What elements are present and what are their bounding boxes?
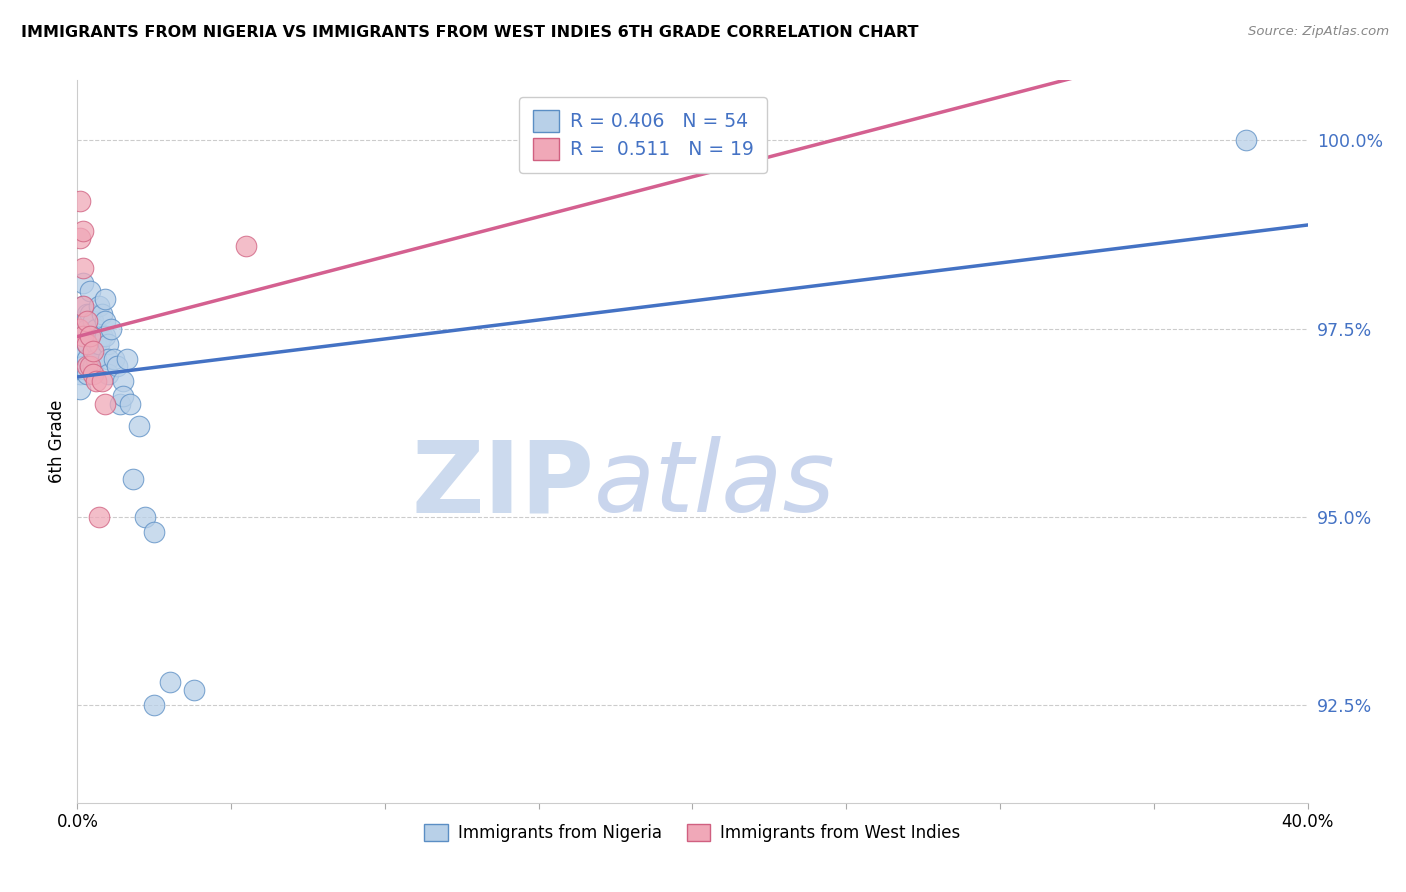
Point [143,524,166,539]
Point [94,329,117,343]
Point [103,351,125,366]
Point [112,389,135,403]
Point [72,299,94,313]
Point [115,351,138,366]
Text: ZIP: ZIP [411,436,595,533]
Point [72,314,94,328]
Point [183,682,205,697]
Point [76,367,98,381]
Point [79,329,101,343]
Point [76,351,98,366]
Point [76,336,98,351]
Point [97,336,120,351]
Point [82,367,104,381]
Point [82,344,104,359]
Point [67,359,90,374]
Point [97,367,120,381]
Point [235,239,257,253]
Point [94,314,117,328]
Point [79,307,101,321]
Point [72,299,94,313]
Point [69,367,91,381]
Point [94,292,117,306]
Point [67,336,90,351]
Text: atlas: atlas [595,436,835,533]
Point [69,351,91,366]
Point [84,351,107,366]
Point [72,329,94,343]
Point [110,397,132,411]
Point [72,261,94,276]
Point [69,231,91,245]
Point [76,307,98,321]
Text: IMMIGRANTS FROM NIGERIA VS IMMIGRANTS FROM WEST INDIES 6TH GRADE CORRELATION CHA: IMMIGRANTS FROM NIGERIA VS IMMIGRANTS FR… [21,25,918,40]
Legend: Immigrants from Nigeria, Immigrants from West Indies: Immigrants from Nigeria, Immigrants from… [418,817,967,848]
Point [128,419,150,434]
Point [121,472,143,486]
Point [94,397,117,411]
Point [69,194,91,208]
Point [72,329,94,343]
Point [72,344,94,359]
Point [1234,133,1257,147]
Point [82,329,104,343]
Point [105,359,128,374]
Point [69,336,91,351]
Point [159,675,181,690]
Point [79,359,101,374]
Point [87,299,110,313]
Y-axis label: 6th Grade: 6th Grade [48,400,66,483]
Point [72,277,94,291]
Point [87,336,110,351]
Point [69,382,91,396]
Point [100,321,122,335]
Point [82,314,104,328]
Point [72,224,94,238]
Point [118,397,141,411]
Point [76,336,98,351]
Point [90,374,114,388]
Point [82,344,104,359]
Point [76,359,98,374]
Point [84,336,107,351]
Text: Source: ZipAtlas.com: Source: ZipAtlas.com [1249,25,1389,38]
Point [84,374,107,388]
Point [79,284,101,298]
Point [97,351,120,366]
Point [143,698,166,712]
Point [67,321,90,335]
Point [69,321,91,335]
Point [87,509,110,524]
Point [112,374,135,388]
Point [90,307,114,321]
Point [79,329,101,343]
Point [134,509,156,524]
Point [82,359,104,374]
Point [84,321,107,335]
Point [76,321,98,335]
Point [90,329,114,343]
Point [76,314,98,328]
Point [72,359,94,374]
